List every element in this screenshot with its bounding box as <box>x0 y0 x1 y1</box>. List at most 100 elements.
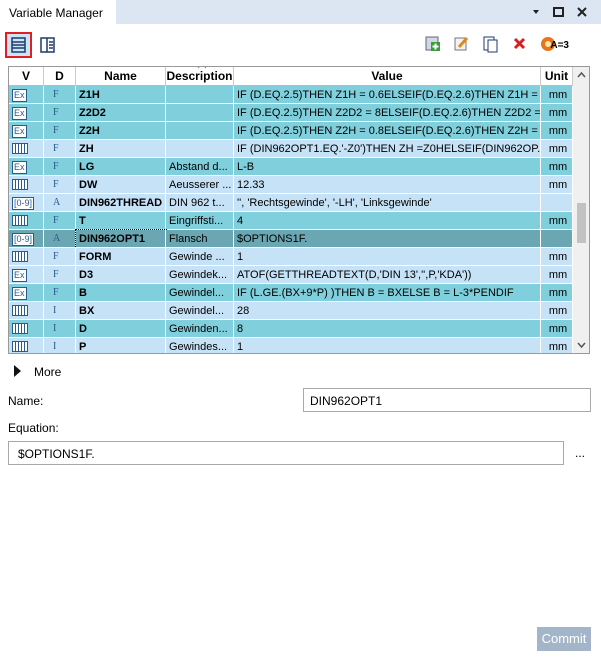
table-cell: D <box>76 320 166 338</box>
table-row[interactable]: [0-9] A DIN962THREAD DIN 962 t... '', 'Rech… <box>9 194 573 212</box>
close-button[interactable] <box>577 7 587 17</box>
table-cell: T <box>76 212 166 230</box>
more-toggle-icon[interactable] <box>12 363 24 379</box>
table-row[interactable]: Ex F Z2H IF (D.EQ.2.5)THEN Z2H = 0.8ELSEIF(… <box>9 122 573 140</box>
table-cell <box>9 176 44 194</box>
table-cell: Ex <box>9 122 44 140</box>
table-cell <box>9 302 44 320</box>
table-row[interactable]: Ex F Z1H IF (D.EQ.2.5)THEN Z1H = 0.6ELSEIF(… <box>9 86 573 104</box>
table-cell: Eingriffsti... <box>166 212 234 230</box>
data-type-icon: I <box>53 323 57 334</box>
table-cell: Z1H <box>76 86 166 104</box>
table-row[interactable]: I D Gewinden... 8 mm <box>9 320 573 338</box>
table-cell: DIN962OPT1 <box>75 229 167 249</box>
add-button[interactable] <box>425 36 440 51</box>
window-tab[interactable]: Variable Manager <box>0 0 116 24</box>
table-cell: IF (D.EQ.2.5)THEN Z2H = 0.8ELSEIF(D.EQ.2… <box>234 122 541 140</box>
table-row[interactable]: F ZH IF (DIN962OPT1.EQ.'-Z0')THEN ZH =Z0HE… <box>9 140 573 158</box>
table-cell: Gewinde ... <box>166 248 234 266</box>
variable-type-icon: [0-9] <box>12 197 35 210</box>
table-cell: Z2H <box>76 122 166 140</box>
table-cell <box>9 338 44 353</box>
keyboard-icon <box>12 179 28 190</box>
data-type-icon: F <box>53 125 59 136</box>
table-cell: mm <box>541 158 573 176</box>
table-cell <box>9 320 44 338</box>
detail-view-button[interactable] <box>40 37 55 53</box>
more-toggle[interactable]: More <box>34 365 62 379</box>
table-cell: IF (L.GE.(BX+9*P) )THEN B = BXELSE B = L… <box>234 284 541 302</box>
table-cell: Z2D2 <box>76 104 166 122</box>
table-cell: '', 'Rechtsgewinde', '-LH', 'Linksgewind… <box>234 194 541 212</box>
table-cell: Abstand d... <box>166 158 234 176</box>
column-header[interactable]: Value <box>234 67 541 86</box>
table-row[interactable]: Ex F LG Abstand d... L-B mm <box>9 158 573 176</box>
data-type-icon: A <box>53 197 61 208</box>
table-cell: $OPTIONS1F. <box>234 230 541 248</box>
variable-type-icon: [0-9] <box>12 233 35 246</box>
table-cell <box>541 194 573 212</box>
table-cell: mm <box>541 320 573 338</box>
table-cell: IF (D.EQ.2.5)THEN Z2D2 = 8ELSEIF(D.EQ.2.… <box>234 104 541 122</box>
copy-button[interactable] <box>483 36 498 53</box>
table-row[interactable]: I BX Gewindel... 28 mm <box>9 302 573 320</box>
data-type-icon: I <box>53 341 57 352</box>
table-cell: F <box>44 248 76 266</box>
table-cell: ZH <box>76 140 166 158</box>
column-header[interactable]: Description <box>166 67 234 86</box>
settings-button[interactable] <box>541 37 555 51</box>
table-row[interactable]: F T Eingriffsti... 4 mm <box>9 212 573 230</box>
delete-button[interactable] <box>513 37 526 50</box>
table-row[interactable]: Ex F B Gewindel... IF (L.GE.(BX+9*P) )THEN B… <box>9 284 573 302</box>
table-cell <box>166 122 234 140</box>
table-cell: Gewinden... <box>166 320 234 338</box>
column-header[interactable]: Name <box>76 67 166 86</box>
data-type-icon: F <box>53 107 59 118</box>
table-cell: Gewindel... <box>166 284 234 302</box>
table-row[interactable]: Ex F D3 Gewindek... ATOF(GETTHREADTEXT(D,'DI… <box>9 266 573 284</box>
table-cell: F <box>44 284 76 302</box>
data-type-icon: F <box>53 287 59 298</box>
table-row[interactable]: I P Gewindes... 1 mm <box>9 338 573 353</box>
variable-type-icon: Ex <box>12 107 27 120</box>
browse-button[interactable]: ... <box>575 446 586 460</box>
table-cell: ATOF(GETTHREADTEXT(D,'DIN 13','',P,'KDA'… <box>234 266 541 284</box>
table-cell: F <box>44 86 76 104</box>
column-header[interactable]: V <box>9 67 44 86</box>
keyboard-icon <box>12 251 28 262</box>
table-cell: mm <box>541 122 573 140</box>
data-type-icon: F <box>53 269 59 280</box>
table-cell: F <box>44 104 76 122</box>
table-row[interactable]: F DW Aeusserer ... 12.33 mm <box>9 176 573 194</box>
name-input[interactable]: DIN962OPT1 <box>303 388 591 412</box>
table-cell: mm <box>541 140 573 158</box>
assign-button[interactable]: A=3 <box>550 40 569 51</box>
commit-button[interactable]: Commit <box>537 627 591 651</box>
table-row[interactable]: [0-9] A DIN962OPT1 Flansch $OPTIONS1F. <box>9 229 573 249</box>
table-cell: mm <box>541 338 573 353</box>
scrollbar[interactable] <box>573 67 589 353</box>
dropdown-button[interactable] <box>533 10 539 14</box>
table-row[interactable]: Ex F Z2D2 IF (D.EQ.2.5)THEN Z2D2 = 8ELSEIF(… <box>9 104 573 122</box>
table-cell: DIN 962 t... <box>166 194 234 212</box>
table-cell: IF (DIN962OPT1.EQ.'-Z0')THEN ZH =Z0HELSE… <box>234 140 541 158</box>
table-row[interactable]: F FORM Gewinde ... 1 mm <box>9 248 573 266</box>
column-header[interactable]: D <box>44 67 76 86</box>
maximize-button[interactable] <box>553 7 564 17</box>
table-cell: B <box>76 284 166 302</box>
variable-type-icon: Ex <box>12 125 27 138</box>
table-cell: 4 <box>234 212 541 230</box>
table-cell: mm <box>541 248 573 266</box>
equation-input[interactable]: $OPTIONS1F. <box>8 441 564 465</box>
sort-indicator <box>197 67 207 72</box>
table-cell: I <box>44 338 76 353</box>
table-cell: Ex <box>9 266 44 284</box>
edit-button[interactable] <box>454 37 469 51</box>
column-header[interactable]: Unit <box>541 67 573 86</box>
table-cell: Gewindek... <box>166 266 234 284</box>
view-toolbar <box>5 32 55 58</box>
table-cell: LG <box>76 158 166 176</box>
table-cell <box>9 212 44 230</box>
data-type-icon: F <box>53 215 59 226</box>
